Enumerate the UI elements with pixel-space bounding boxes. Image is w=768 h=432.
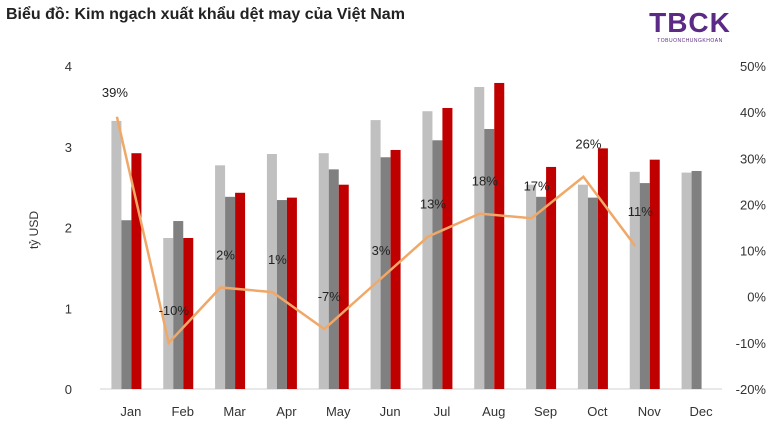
- chart-title: Biểu đồ: Kim ngạch xuất khẩu dệt may của…: [6, 6, 405, 23]
- bar: [526, 184, 537, 389]
- bar: [577, 184, 588, 389]
- data-label: 26%: [575, 137, 601, 152]
- x-tick-label: Nov: [638, 404, 662, 419]
- y2-tick-label: -20%: [736, 382, 767, 397]
- y2-tick-label: 40%: [740, 105, 766, 120]
- bar: [286, 197, 297, 389]
- x-tick-label: Apr: [276, 404, 297, 419]
- y-tick-label: 1: [65, 301, 72, 316]
- x-tick-label: Mar: [223, 404, 246, 419]
- bar: [328, 169, 339, 389]
- bar: [173, 221, 184, 389]
- y-tick-label: 2: [65, 221, 72, 236]
- bar: [183, 237, 194, 389]
- x-tick-label: May: [326, 404, 351, 419]
- bar: [639, 183, 650, 389]
- y-tick-label: 0: [65, 382, 72, 397]
- y2-tick-label: -10%: [736, 336, 767, 351]
- y2-tick-label: 10%: [740, 244, 766, 259]
- x-tick-label: Jun: [380, 404, 401, 419]
- bar: [494, 82, 505, 390]
- y-tick-label: 3: [65, 140, 72, 155]
- data-label: 1%: [268, 252, 287, 267]
- bar: [276, 200, 287, 389]
- data-label: 11%: [628, 204, 653, 219]
- bar: [390, 149, 401, 389]
- bar: [338, 184, 349, 389]
- x-tick-label: Aug: [482, 404, 505, 419]
- bar: [163, 237, 174, 389]
- x-tick-label: Dec: [690, 404, 714, 419]
- data-label: 3%: [372, 243, 391, 258]
- bar: [597, 148, 608, 389]
- bar: [235, 192, 246, 389]
- y2-tick-label: 30%: [740, 151, 766, 166]
- bar: [111, 120, 122, 389]
- bar: [546, 166, 557, 389]
- y2-tick-label: 20%: [740, 197, 766, 212]
- bar: [266, 154, 277, 389]
- bar: [691, 170, 702, 389]
- bar: [442, 107, 453, 390]
- logo-subtext: TOBUONCHUNGKHOAN: [657, 38, 723, 44]
- x-tick-label: Oct: [587, 404, 608, 419]
- bar: [432, 140, 443, 389]
- data-label: 39%: [102, 85, 128, 100]
- bar: [121, 220, 132, 389]
- logo-text: TBCK: [649, 7, 731, 38]
- bar: [422, 111, 433, 389]
- bar: [370, 120, 381, 389]
- bar: [587, 197, 598, 389]
- y-axis-label: tỷ USD: [27, 211, 41, 249]
- data-label: -10%: [159, 303, 190, 318]
- data-label: -7%: [318, 289, 342, 304]
- bar: [629, 171, 640, 389]
- x-tick-label: Sep: [534, 404, 557, 419]
- data-label: 13%: [420, 197, 446, 212]
- x-tick-label: Feb: [172, 404, 194, 419]
- bar: [225, 196, 236, 389]
- bar: [484, 128, 495, 390]
- data-label: 18%: [472, 174, 498, 189]
- bar: [318, 153, 329, 389]
- data-label: 17%: [524, 178, 550, 193]
- bar: [649, 159, 660, 389]
- bar: [474, 86, 485, 390]
- bar: [131, 153, 142, 389]
- y-tick-label: 4: [65, 59, 72, 74]
- y2-tick-label: 50%: [740, 59, 766, 74]
- logo: TBCK TOBUONCHUNGKHOAN: [640, 7, 740, 45]
- data-label: 2%: [216, 247, 235, 262]
- bar: [536, 196, 547, 389]
- x-tick-label: Jan: [120, 404, 141, 419]
- x-tick-label: Jul: [434, 404, 451, 419]
- bar: [215, 165, 226, 389]
- y2-tick-label: 0%: [747, 290, 766, 305]
- bar: [681, 172, 692, 389]
